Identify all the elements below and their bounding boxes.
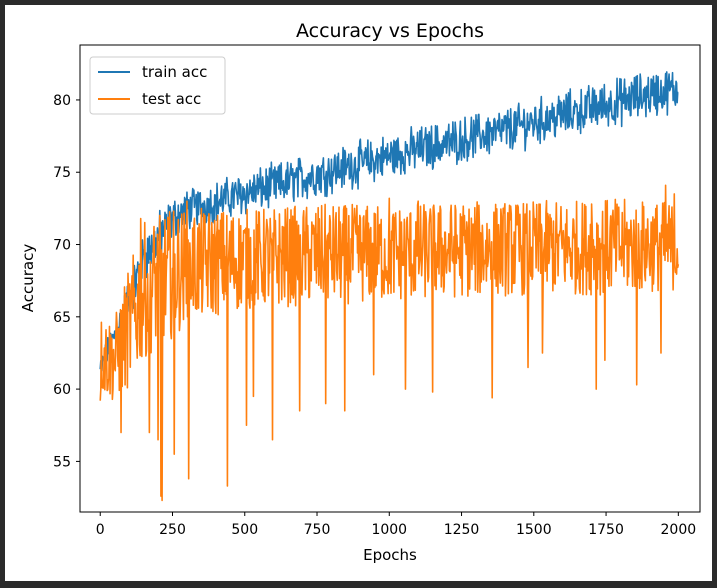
chart-title: Accuracy vs Epochs <box>296 20 484 42</box>
x-tick-label: 750 <box>304 522 331 538</box>
chart: Accuracy vs Epochs 0 250 500 750 1000 1250 150… <box>19 20 701 564</box>
legend: train acc test acc <box>89 56 226 115</box>
figure-frame: Accuracy vs Epochs 0 250 500 750 1000 1250 150… <box>5 5 712 581</box>
y-tick-label: 70 <box>53 238 71 254</box>
legend-label-train-acc: train acc <box>142 63 207 81</box>
x-tick-label: 500 <box>231 522 258 538</box>
x-tick-label: 0 <box>96 522 105 538</box>
x-tick-label: 250 <box>159 522 186 538</box>
y-tick-label: 60 <box>53 382 71 398</box>
x-tick-label: 1750 <box>588 522 624 538</box>
x-tick-label: 1500 <box>516 522 552 538</box>
y-tick-label: 75 <box>53 165 71 181</box>
plot-frame <box>79 44 701 513</box>
y-axis-label: Accuracy <box>19 244 37 313</box>
x-tick-label: 2000 <box>661 522 697 538</box>
y-tick-label: 65 <box>53 310 71 326</box>
y-tick-label: 80 <box>53 93 71 109</box>
x-axis: 0 250 500 750 1000 1250 1500 1750 2000 <box>96 512 696 538</box>
y-tick-label: 55 <box>53 454 71 470</box>
x-axis-label: Epochs <box>363 546 417 564</box>
series-layer <box>99 71 680 502</box>
series-line-train-acc <box>99 71 679 372</box>
y-axis: 55 60 65 70 75 80 <box>53 93 80 470</box>
series-line-test-acc <box>99 184 680 502</box>
legend-label-test-acc: test acc <box>142 90 201 108</box>
x-tick-label: 1000 <box>371 522 407 538</box>
x-tick-label: 1250 <box>444 522 480 538</box>
